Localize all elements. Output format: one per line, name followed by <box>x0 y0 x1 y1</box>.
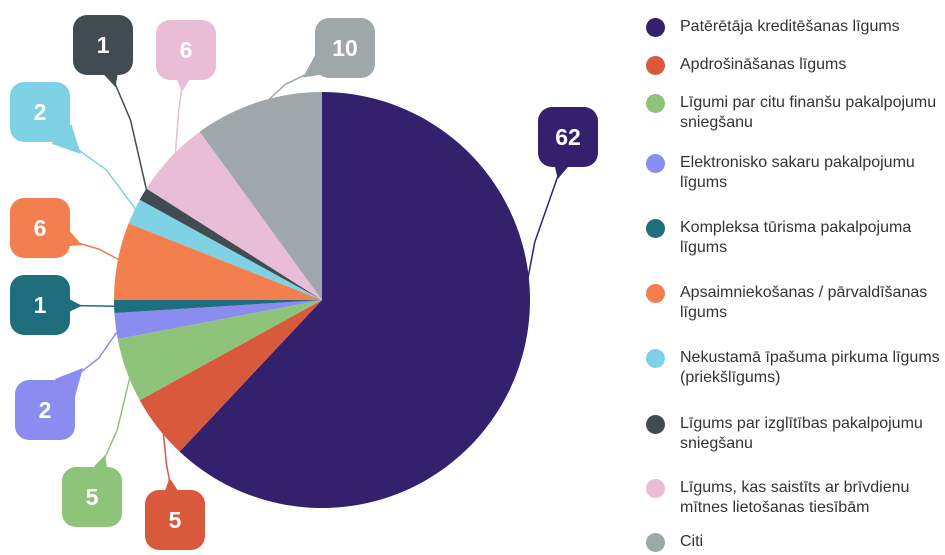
leader-line <box>72 145 140 215</box>
data-label: 5 <box>86 484 99 510</box>
legend-label: Apdrošināšanas līgums <box>680 56 847 73</box>
callout-pointer <box>88 455 109 479</box>
legend-swatch <box>646 478 665 498</box>
legend-swatch <box>646 17 665 37</box>
callout-pointer <box>162 478 183 500</box>
callout-pointer <box>303 53 331 78</box>
leader-line <box>112 78 149 198</box>
legend-label: Apsaimniekošanas / pārvaldīšanas līgums <box>680 284 928 321</box>
pie-slice <box>114 300 323 339</box>
pie-slice <box>179 92 530 508</box>
callout-bubble <box>10 198 70 258</box>
callout-pointer <box>57 226 82 247</box>
legend-label: Līgumi par citu finanšu pakalpojumu snie… <box>680 94 937 131</box>
pie-slice <box>114 223 322 300</box>
data-label: 2 <box>39 397 52 423</box>
data-label: 6 <box>34 215 47 241</box>
leader-line <box>75 324 123 377</box>
data-label: 2 <box>34 99 47 125</box>
data-label: 6 <box>180 37 193 63</box>
pie-slice <box>128 199 322 300</box>
pie-slice <box>139 300 322 452</box>
callout-pointer <box>54 368 83 398</box>
legend-swatch <box>646 348 665 368</box>
pie-slice <box>199 92 322 300</box>
callout-bubble <box>538 107 598 167</box>
callout-bubble <box>145 490 205 550</box>
data-label: 62 <box>555 124 581 150</box>
legend-label: Citi <box>680 533 704 550</box>
pie-slice <box>114 300 322 314</box>
legend-swatch <box>646 153 665 173</box>
callout-bubble <box>315 18 375 78</box>
callout-bubble <box>62 467 122 527</box>
legend-swatch <box>646 532 665 552</box>
legend-label: Nekustamā īpašuma pirkuma līgums (priekš… <box>680 349 940 386</box>
leader-line <box>101 368 133 464</box>
legend-label: Līgums par izglītības pakalpojumu sniegš… <box>680 415 923 452</box>
leader-line <box>174 83 184 162</box>
legend-swatch <box>646 283 665 303</box>
callout-bubble <box>10 82 70 142</box>
data-label: 1 <box>97 32 110 58</box>
callout-pointer <box>99 64 120 87</box>
data-label: 5 <box>169 507 182 533</box>
callout-pointer <box>61 295 82 316</box>
callout-pointer <box>552 156 573 179</box>
callout-pointer <box>173 70 194 92</box>
legend-label: Patērētāja kreditēšanas līgums <box>680 18 900 35</box>
legend-label: Elektronisko sakaru pakalpojumu līgums <box>680 154 915 191</box>
legend-swatch <box>646 93 665 113</box>
callout-bubble <box>10 275 70 335</box>
callout-bubble <box>15 380 75 440</box>
pie-slice <box>146 131 322 300</box>
leader-line <box>73 241 124 263</box>
callout-bubble <box>156 20 216 80</box>
legend-swatch <box>646 218 665 238</box>
callout-pointer <box>51 124 81 154</box>
data-label: 10 <box>332 35 358 61</box>
legend-swatch <box>646 414 665 434</box>
leader-line <box>161 423 172 487</box>
legend-label: Līgums, kas saistīts ar brīvdienu mītnes… <box>680 479 910 516</box>
pie-slice <box>139 188 322 300</box>
callout-bubble <box>73 15 133 75</box>
legend-label: Kompleksa tūrisma pakalpojuma līgums <box>680 219 912 256</box>
data-label: 1 <box>34 292 47 318</box>
legend-swatch <box>646 55 665 75</box>
pie-slice <box>117 300 322 401</box>
